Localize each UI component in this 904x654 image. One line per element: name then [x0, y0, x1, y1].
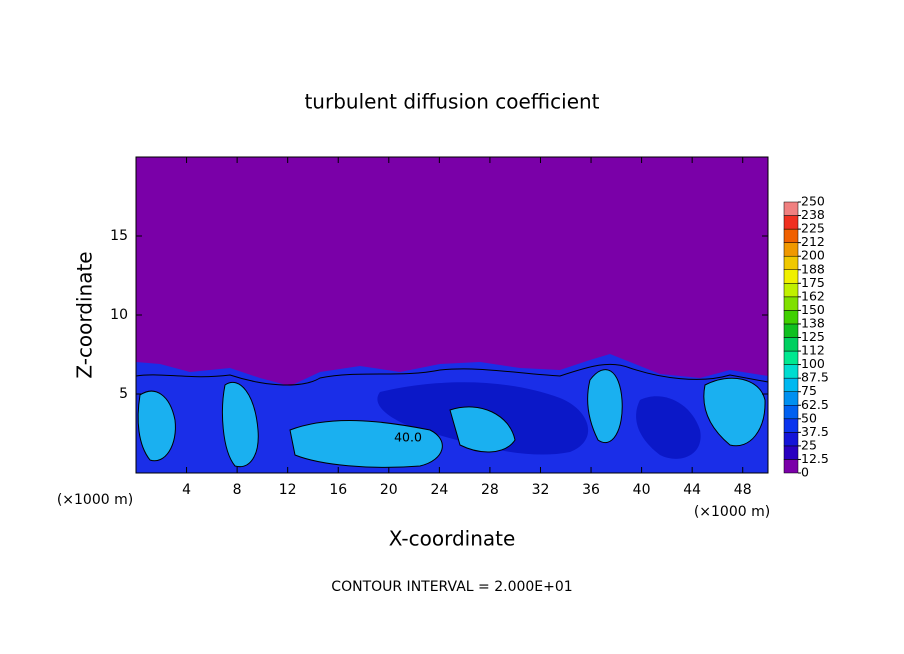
colorbar-tick-label: 12.5 — [801, 451, 829, 466]
contour-line — [137, 390, 176, 462]
x-tick-label: 28 — [481, 482, 499, 498]
x-unit-label: (×1000 m) — [57, 492, 133, 508]
colorbar-band — [783, 432, 799, 447]
colorbar-band — [783, 364, 799, 379]
x-tick-label: 36 — [582, 482, 600, 498]
colorbar-band — [783, 296, 799, 311]
field-region — [222, 382, 259, 467]
colorbar-band — [783, 445, 799, 460]
field: 40.0 — [135, 157, 769, 473]
colorbar-tick-label: 25 — [801, 437, 817, 452]
colorbar-tick-label: 0 — [801, 465, 809, 480]
footer-note: CONTOUR INTERVAL = 2.000E+01 — [331, 579, 572, 595]
field-region — [703, 378, 766, 446]
x-tick-label: 40 — [633, 482, 651, 498]
contour-line — [135, 363, 769, 386]
y-tick-label: 5 — [119, 386, 128, 402]
colorbar-band — [783, 377, 799, 392]
contour-line — [587, 369, 623, 443]
colorbar-tick-label: 238 — [801, 207, 825, 222]
x-axis-title: X-coordinate — [389, 527, 516, 551]
colorbar-tick-label: 150 — [801, 302, 825, 317]
contour-line — [449, 406, 516, 453]
field-region — [587, 369, 623, 443]
colorbar-band — [783, 350, 799, 365]
x-unit-label: (×1000 m) — [694, 504, 770, 520]
colorbar-band — [783, 310, 799, 325]
colorbar-band — [783, 391, 799, 406]
colorbar-tick-label: 250 — [801, 194, 825, 209]
colorbar-tick-label: 112 — [801, 343, 825, 358]
y-axis-title: Z-coordinate — [73, 251, 97, 378]
field-region — [138, 391, 176, 461]
colorbar-tick-label: 212 — [801, 234, 825, 249]
colorbar-band — [783, 228, 799, 243]
colorbar-band — [783, 215, 799, 230]
contour-label: 40.0 — [394, 430, 422, 445]
colorbar-band — [783, 323, 799, 338]
colorbar-tick-label: 100 — [801, 356, 825, 371]
x-tick-label: 20 — [380, 482, 398, 498]
y-tick-label: 15 — [110, 228, 128, 244]
colorbar-band — [783, 283, 799, 298]
colorbar-band — [783, 337, 799, 352]
colorbar-band — [783, 242, 799, 257]
field-region — [290, 420, 443, 468]
colorbar-tick-label: 50 — [801, 410, 817, 425]
colorbar-tick-label: 125 — [801, 329, 825, 344]
field-region — [636, 396, 701, 459]
contour-line — [703, 377, 766, 447]
colorbar-band — [783, 269, 799, 284]
colorbar-band — [783, 418, 799, 433]
field-region — [450, 406, 515, 452]
x-tick-label: 8 — [233, 482, 242, 498]
colorbar-band — [783, 405, 799, 420]
x-tick-label: 4 — [182, 482, 191, 498]
colorbar-band — [783, 459, 799, 474]
colorbar-tick-label: 75 — [801, 383, 817, 398]
x-tick-label: 44 — [683, 482, 701, 498]
x-tick-label: 48 — [734, 482, 752, 498]
contour-line — [221, 382, 259, 468]
colorbar-tick-label: 62.5 — [801, 397, 829, 412]
colorbar-tick-label: 188 — [801, 261, 825, 276]
x-tick-label: 32 — [532, 482, 550, 498]
x-tick-label: 12 — [279, 482, 297, 498]
colorbar-tick-label: 37.5 — [801, 424, 829, 439]
x-tick-label: 24 — [430, 482, 448, 498]
colorbar-tick-label: 225 — [801, 221, 825, 236]
colorbar-tick-label: 87.5 — [801, 370, 829, 385]
x-tick-label: 16 — [329, 482, 347, 498]
colorbar-tick-label: 162 — [801, 288, 825, 303]
chart-title: turbulent diffusion coefficient — [304, 90, 599, 114]
colorbar-tick-label: 200 — [801, 248, 825, 263]
y-tick-label: 10 — [110, 307, 128, 323]
colorbar-band — [783, 255, 799, 271]
contour-line — [289, 420, 443, 468]
colorbar-band — [783, 201, 799, 216]
colorbar-tick-label: 175 — [801, 275, 825, 290]
colorbar-tick-label: 138 — [801, 315, 825, 330]
